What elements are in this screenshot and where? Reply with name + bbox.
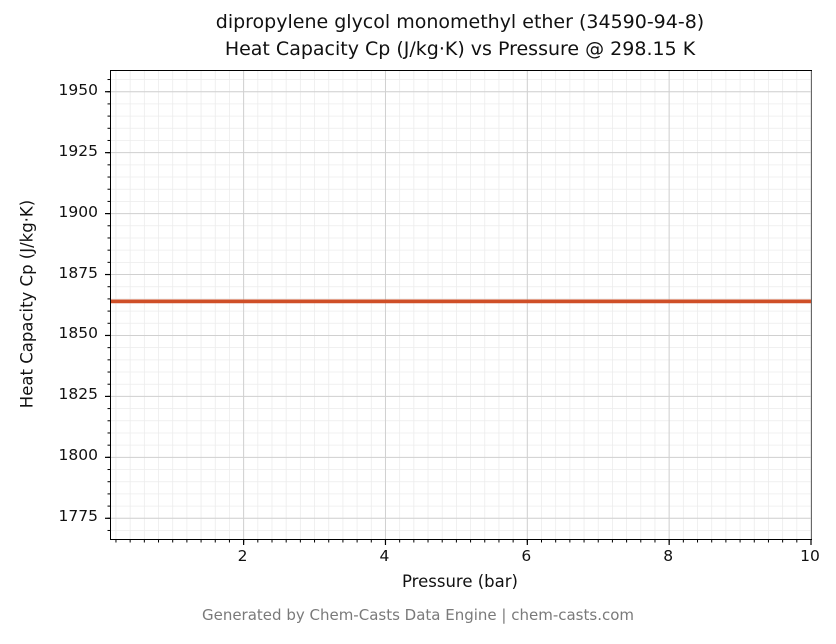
plot-area	[105, 70, 812, 545]
y-tick-label: 1875	[58, 263, 98, 282]
y-tick-label: 1950	[58, 80, 98, 99]
chart-title-line1: dipropylene glycol monomethyl ether (345…	[215, 11, 705, 33]
chart-title-line2: Heat Capacity Cp (J/kg·K) vs Pressure @ …	[224, 38, 696, 60]
plot-canvas	[105, 71, 812, 545]
y-tick-label: 1825	[58, 385, 98, 404]
x-tick-label: 4	[379, 547, 390, 565]
y-tick-label: 1925	[58, 141, 98, 160]
x-tick-label: 2	[237, 547, 248, 565]
y-tick-label: 1850	[58, 324, 98, 343]
x-tick-label: 10	[800, 547, 820, 565]
y-tick-label: 1800	[58, 446, 98, 465]
y-axis-label: Heat Capacity Cp (J/kg·K)	[17, 199, 37, 409]
footer-attribution: Generated by Chem-Casts Data Engine | ch…	[201, 606, 635, 624]
x-axis-label: Pressure (bar)	[402, 572, 518, 591]
y-tick-label: 1900	[58, 202, 98, 221]
chart-title: dipropylene glycol monomethyl ether (345…	[110, 9, 810, 63]
y-tick-label: 1775	[58, 507, 98, 526]
x-tick-label: 8	[663, 547, 674, 565]
x-tick-label: 6	[521, 547, 532, 565]
